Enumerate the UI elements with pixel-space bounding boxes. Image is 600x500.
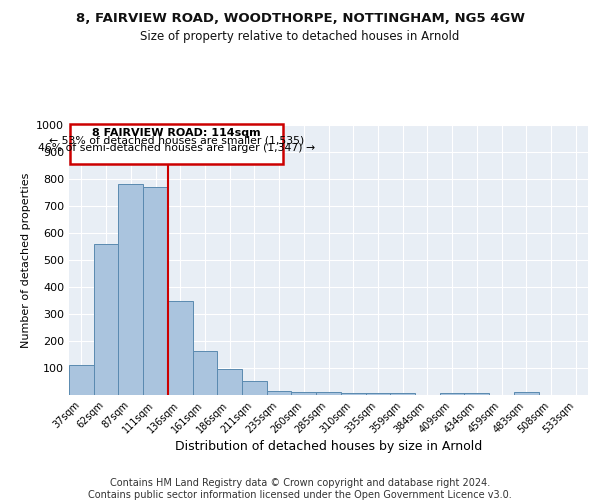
Bar [143, 187, 168, 395]
Text: 8 FAIRVIEW ROAD: 114sqm: 8 FAIRVIEW ROAD: 114sqm [92, 128, 261, 138]
Bar [267, 391, 292, 395]
Y-axis label: Number of detached properties: Number of detached properties [20, 172, 31, 348]
Bar [168, 301, 193, 395]
Bar [69, 366, 94, 395]
Bar [316, 392, 341, 395]
Text: Contains public sector information licensed under the Open Government Licence v3: Contains public sector information licen… [88, 490, 512, 500]
Bar [365, 393, 390, 395]
Text: 46% of semi-detached houses are larger (1,347) →: 46% of semi-detached houses are larger (… [38, 143, 315, 153]
Bar [292, 392, 316, 395]
Bar [193, 351, 217, 395]
Text: 8, FAIRVIEW ROAD, WOODTHORPE, NOTTINGHAM, NG5 4GW: 8, FAIRVIEW ROAD, WOODTHORPE, NOTTINGHAM… [76, 12, 524, 26]
Bar [440, 393, 464, 395]
FancyBboxPatch shape [70, 124, 283, 164]
Bar [94, 244, 118, 395]
Bar [390, 393, 415, 395]
Bar [217, 370, 242, 395]
Bar [514, 392, 539, 395]
Bar [464, 393, 489, 395]
Text: ← 53% of detached houses are smaller (1,535): ← 53% of detached houses are smaller (1,… [49, 136, 304, 146]
Bar [341, 393, 365, 395]
Bar [118, 184, 143, 395]
Text: Contains HM Land Registry data © Crown copyright and database right 2024.: Contains HM Land Registry data © Crown c… [110, 478, 490, 488]
Text: Size of property relative to detached houses in Arnold: Size of property relative to detached ho… [140, 30, 460, 43]
Bar [242, 380, 267, 395]
X-axis label: Distribution of detached houses by size in Arnold: Distribution of detached houses by size … [175, 440, 482, 454]
